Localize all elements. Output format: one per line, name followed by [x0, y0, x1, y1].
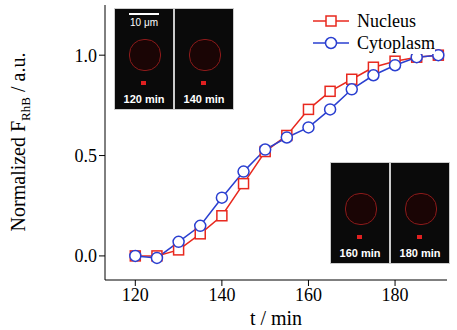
svg-text:0.5: 0.5 [75, 146, 98, 166]
svg-text:120: 120 [122, 285, 149, 305]
html-text:10 μm: 10 μm [130, 17, 158, 28]
html-text:160 min: 160 min [339, 247, 381, 259]
svg-text:180: 180 [382, 285, 409, 305]
html-text:Cytoplasm: Cytoplasm [357, 32, 435, 53]
html-text:180 min: 180 min [399, 247, 441, 259]
svg-text:0.0: 0.0 [75, 246, 98, 266]
html-text:140 min: 140 min [183, 93, 225, 105]
html-text:/ a.u.: / a.u. [6, 52, 29, 97]
html-text:120 min: 120 min [123, 93, 165, 105]
svg-text:1.0: 1.0 [75, 46, 98, 66]
html-text:RhB: RhB [17, 97, 33, 121]
html-text:Nucleus: Nucleus [357, 10, 416, 31]
html-text:Normalized F: Normalized F [6, 120, 29, 232]
svg-text:140: 140 [208, 285, 235, 305]
svg-text:t / min: t / min [250, 307, 302, 329]
svg-text:160: 160 [295, 285, 322, 305]
